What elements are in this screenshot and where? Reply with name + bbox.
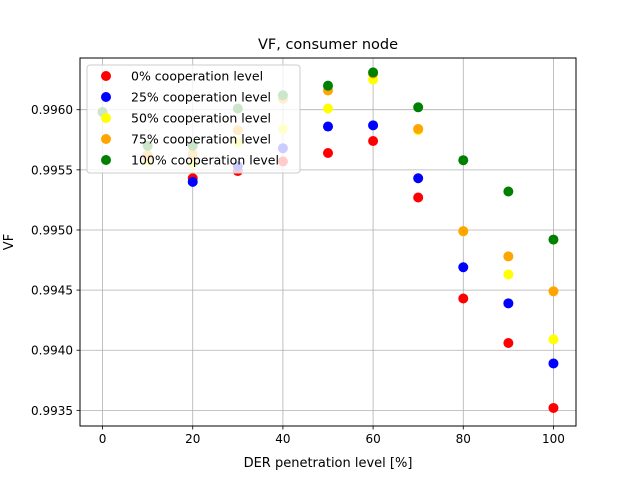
data-point-series-3 bbox=[458, 226, 469, 237]
legend-marker bbox=[101, 113, 111, 123]
legend-label: 50% cooperation level bbox=[131, 111, 271, 126]
data-point-series-3 bbox=[503, 251, 514, 262]
data-point-series-1 bbox=[458, 262, 469, 273]
legend-marker bbox=[101, 71, 111, 81]
legend-label: 0% cooperation level bbox=[131, 69, 263, 84]
data-point-series-0 bbox=[323, 148, 333, 159]
y-axis-label: VF bbox=[2, 234, 17, 250]
y-tick-label: 0.9940 bbox=[31, 344, 73, 358]
data-point-series-3 bbox=[548, 286, 559, 297]
data-point-series-1 bbox=[323, 121, 333, 132]
data-point-series-1 bbox=[368, 120, 379, 131]
y-tick-label: 0.9960 bbox=[31, 103, 73, 117]
legend-label: 100% cooperation level bbox=[131, 153, 279, 168]
data-point-series-1 bbox=[503, 298, 514, 309]
data-point-series-0 bbox=[368, 135, 379, 146]
data-point-series-2 bbox=[503, 269, 514, 280]
x-tick-label: 0 bbox=[99, 432, 107, 446]
data-point-series-2 bbox=[323, 103, 333, 114]
legend: 0% cooperation level 25% cooperation leve… bbox=[86, 64, 301, 174]
x-tick-label: 60 bbox=[365, 432, 380, 446]
data-point-series-0 bbox=[458, 293, 469, 304]
x-tick-label: 80 bbox=[456, 432, 471, 446]
x-tick-label: 100 bbox=[542, 432, 565, 446]
data-point-series-2 bbox=[548, 334, 559, 345]
data-point-series-1 bbox=[413, 173, 424, 184]
y-tick-label: 0.9950 bbox=[31, 223, 73, 237]
legend-box bbox=[86, 64, 301, 174]
data-point-series-4 bbox=[413, 102, 424, 113]
data-point-series-0 bbox=[548, 402, 559, 413]
plot-frame bbox=[79, 57, 577, 427]
x-axis-ticks: 0 20 40 60 80 100 bbox=[99, 426, 565, 446]
x-tick-label: 40 bbox=[275, 432, 290, 446]
data-point-series-4 bbox=[503, 186, 514, 197]
data-point-series-1 bbox=[187, 176, 198, 187]
data-point-series-0 bbox=[413, 192, 424, 203]
data-point-series-4 bbox=[368, 67, 379, 78]
y-axis-ticks: 0.9935 0.9940 0.9945 0.9950 0.9955 0.9960 bbox=[31, 103, 80, 418]
y-tick-label: 0.9955 bbox=[31, 163, 73, 177]
y-tick-label: 0.9945 bbox=[31, 284, 73, 298]
legend-marker bbox=[101, 155, 111, 165]
data-point-series-4 bbox=[458, 155, 469, 166]
data-point-series-0 bbox=[503, 338, 514, 349]
x-axis-label: DER penetration level [%] bbox=[244, 456, 413, 471]
data-point-series-4 bbox=[323, 80, 333, 91]
x-tick-label: 20 bbox=[185, 432, 200, 446]
y-tick-label: 0.9935 bbox=[31, 404, 73, 418]
legend-label: 25% cooperation level bbox=[131, 90, 271, 105]
legend-marker bbox=[101, 92, 111, 102]
data-point-series-4 bbox=[548, 234, 559, 245]
legend-marker bbox=[101, 134, 111, 144]
data-point-series-1 bbox=[548, 358, 559, 369]
data-point-series-3 bbox=[413, 123, 424, 134]
chart-title: VF, consumer node bbox=[258, 37, 398, 53]
legend-label: 75% cooperation level bbox=[131, 132, 271, 147]
